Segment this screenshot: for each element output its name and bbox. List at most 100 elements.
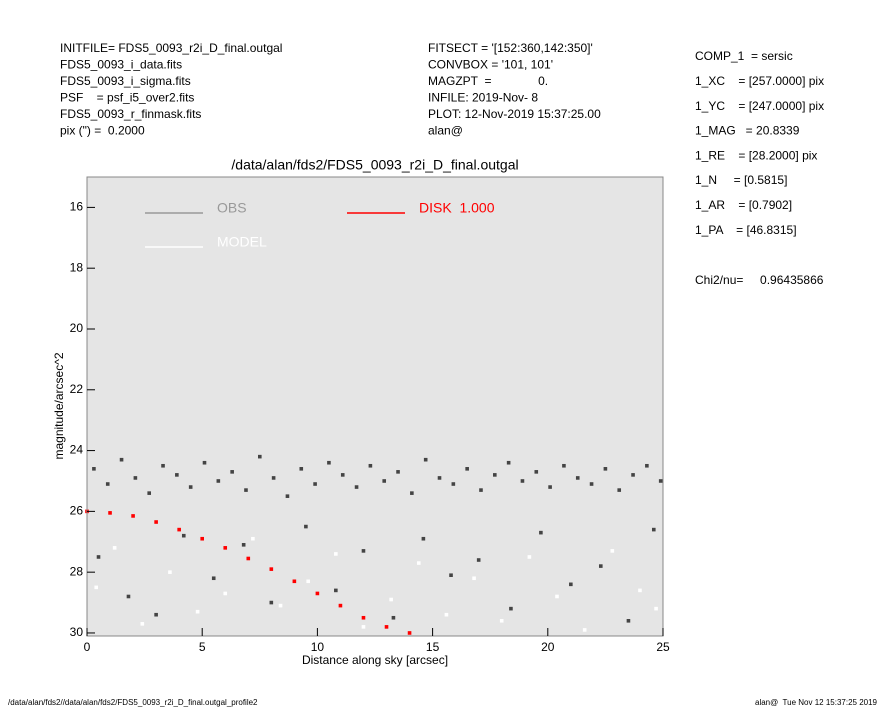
point [479,488,483,492]
point [654,606,658,611]
point [509,606,513,611]
legend-label: MODEL [217,234,267,250]
point [562,463,566,468]
header-line: FITSECT = '[152:360,142:350]' [428,41,593,55]
y-tick-label: 24 [70,443,84,457]
point [188,485,193,489]
legend-label: OBS [217,200,247,216]
parameter-line: 1_RE = [28.2000] pix [695,148,817,162]
point [384,625,389,629]
x-tick-label: 5 [199,640,206,654]
y-tick-label: 20 [70,321,84,335]
point [382,479,387,483]
point [292,579,297,584]
footer-path: /data/alan/fds2//data/alan/fds2/FDS5_009… [8,698,258,707]
point [396,470,400,474]
y-tick-label: 26 [70,504,84,518]
plot-area [87,177,663,636]
point [354,485,359,489]
point [244,488,248,492]
parameter-line: 1_AR = [0.7902] [695,198,792,212]
point [108,511,112,515]
point [499,619,504,623]
header-line: CONVBOX = '101, 101' [428,58,553,72]
point [410,491,414,495]
point [658,479,663,483]
point [278,603,283,608]
point [246,556,251,561]
point [269,600,274,605]
header-line: FDS5_0093_i_sigma.fits [60,74,191,88]
point [582,628,587,632]
y-tick-label: 30 [70,625,84,639]
point [645,463,649,468]
point [181,533,186,538]
point [534,470,539,474]
point [105,482,110,486]
point [133,476,138,480]
point [223,591,228,596]
point [299,467,304,471]
point [539,530,543,535]
point [306,579,310,584]
parameter-line: 1_MAG = 20.8339 [695,124,800,138]
y-axis-label: magnitude/arcsec^2 [52,352,66,459]
point [569,582,573,587]
point [285,494,290,498]
header-line: FDS5_0093_i_data.fits [60,58,182,72]
point [313,482,317,486]
point [251,536,255,541]
point [626,619,631,623]
y-tick-label: 22 [70,382,84,396]
x-tick-label: 25 [656,640,670,654]
point [506,460,511,465]
header-line: PLOT: 12-Nov-2019 15:37:25.00 [428,107,601,121]
point [131,514,135,518]
point [140,622,145,626]
point [168,570,172,574]
point [334,552,338,556]
point [334,588,338,593]
y-tick-label: 18 [70,260,84,274]
point [444,612,449,617]
point [391,615,396,620]
chart-title: /data/alan/fds2/FDS5_0093_r2i_D_final.ou… [231,157,518,173]
header-line: pix (") = 0.2000 [60,124,145,138]
x-tick-label: 20 [541,640,555,654]
point [361,625,366,629]
point [451,482,456,486]
point [202,460,207,465]
header-line: MAGZPT = 0. [428,74,548,88]
point [200,536,204,541]
x-tick-label: 0 [84,640,91,654]
plot-frame [86,176,664,637]
y-tick-label: 28 [70,564,84,578]
point [638,588,642,593]
point [407,631,412,635]
header-line: alan@ [428,124,463,138]
point [126,594,131,599]
point [361,549,366,553]
point [340,473,345,477]
x-axis-label: Distance along sky [arcsec] [302,653,448,667]
point [389,597,393,602]
point [271,476,276,480]
point [154,520,158,524]
point [651,527,656,532]
point [617,488,622,492]
point [241,543,246,547]
point [421,536,426,541]
point [269,567,274,571]
legend-label: DISK 1.000 [419,200,495,216]
point [610,549,615,553]
point [230,470,234,474]
point [449,573,453,578]
point [472,576,476,581]
point [119,457,124,462]
point [175,473,179,477]
point [195,609,200,614]
point [216,479,221,483]
header-line: INITFILE= FDS5_0093_r2i_D_final.outgal [60,41,282,55]
point [603,467,608,471]
